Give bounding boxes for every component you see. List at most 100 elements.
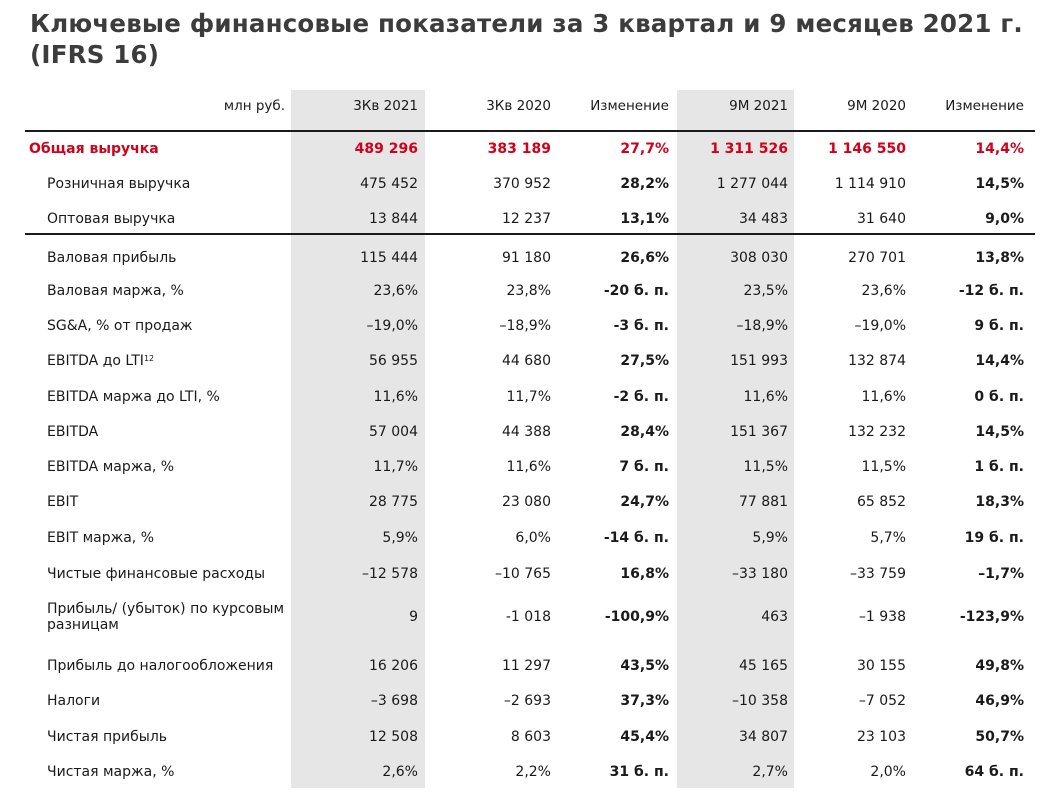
cell: 23 103 bbox=[857, 729, 906, 745]
cell: 27,7% bbox=[620, 141, 669, 157]
cell: 14,4% bbox=[975, 141, 1024, 157]
cell: 489 296 bbox=[354, 141, 418, 157]
cell: 11 297 bbox=[502, 658, 551, 674]
cell: 24,7% bbox=[620, 494, 669, 510]
cell: 1 277 044 bbox=[716, 176, 788, 192]
cell: 44 388 bbox=[502, 424, 551, 440]
cell: 151 367 bbox=[730, 424, 788, 440]
col-header-9m-2021: 9М 2021 bbox=[729, 98, 788, 114]
row-label: EBITDA маржа, % bbox=[47, 459, 175, 475]
cell: 2,7% bbox=[752, 764, 788, 780]
cell: 11,6% bbox=[373, 389, 418, 405]
cell: 9,0% bbox=[985, 211, 1024, 227]
page-title: Ключевые финансовые показатели за 3 квар… bbox=[30, 9, 1023, 69]
cell: –10 358 bbox=[732, 693, 788, 709]
q3-2021-column-highlight bbox=[291, 90, 425, 788]
cell: 1 311 526 bbox=[710, 141, 788, 157]
cell: 64 б. п. bbox=[964, 764, 1024, 780]
cell: –1 938 bbox=[858, 609, 906, 625]
cell: 56 955 bbox=[369, 353, 418, 369]
footnote-marker: 12 bbox=[143, 354, 155, 363]
cell: –10 765 bbox=[495, 566, 551, 582]
cell: -123,9% bbox=[959, 609, 1024, 625]
unit-label: млн руб. bbox=[223, 98, 285, 114]
header-divider bbox=[25, 130, 1035, 132]
cell: 26,6% bbox=[620, 250, 669, 266]
cell: 23,5% bbox=[743, 283, 788, 299]
cell: 270 701 bbox=[848, 250, 906, 266]
cell: –1,7% bbox=[978, 566, 1024, 582]
cell: 5,9% bbox=[382, 530, 418, 546]
cell: 23,8% bbox=[506, 283, 551, 299]
cell: –33 759 bbox=[850, 566, 906, 582]
col-header-9m-2020: 9М 2020 bbox=[847, 98, 906, 114]
cell: 1 114 910 bbox=[834, 176, 906, 192]
cell: 28 775 bbox=[369, 494, 418, 510]
cell: 11,6% bbox=[743, 389, 788, 405]
cell: 46,9% bbox=[975, 693, 1024, 709]
row-label: EBITDA маржа до LTI, % bbox=[47, 389, 220, 405]
cell: -100,9% bbox=[604, 609, 669, 625]
cell: –33 180 bbox=[732, 566, 788, 582]
cell: 65 852 bbox=[857, 494, 906, 510]
cell: -1 018 bbox=[505, 609, 551, 625]
col-header-q3-2021: 3Кв 2021 bbox=[353, 98, 418, 114]
cell: 28,4% bbox=[620, 424, 669, 440]
cell: 30 155 bbox=[857, 658, 906, 674]
row-label: Прибыль/ (убыток) по курсовым разницам bbox=[47, 601, 285, 633]
col-header-change-q: Изменение bbox=[590, 98, 669, 114]
cell: 1 б. п. bbox=[974, 459, 1024, 475]
cell: 2,0% bbox=[870, 764, 906, 780]
cell: -2 б. п. bbox=[613, 389, 669, 405]
cell: 14,5% bbox=[975, 176, 1024, 192]
row-label: EBITDA bbox=[47, 424, 99, 440]
cell: 7 б. п. bbox=[619, 459, 669, 475]
row-label: EBITDA до LTI12 bbox=[47, 353, 155, 369]
cell: 31 б. п. bbox=[609, 764, 669, 780]
9m-2021-column-highlight bbox=[677, 90, 794, 788]
cell: 49,8% bbox=[975, 658, 1024, 674]
cell: 37,3% bbox=[620, 693, 669, 709]
cell: 11,5% bbox=[861, 459, 906, 475]
cell: –19,0% bbox=[854, 318, 906, 334]
cell: -3 б. п. bbox=[613, 318, 669, 334]
row-label: EBIT bbox=[47, 494, 79, 510]
cell: –7 052 bbox=[858, 693, 906, 709]
col-header-q3-2020: 3Кв 2020 bbox=[486, 98, 551, 114]
cell: –19,0% bbox=[366, 318, 418, 334]
cell: 28,2% bbox=[620, 176, 669, 192]
cell: 13 844 bbox=[369, 211, 418, 227]
cell: –2 693 bbox=[503, 693, 551, 709]
cell: 45,4% bbox=[620, 729, 669, 745]
cell: 13,8% bbox=[975, 250, 1024, 266]
cell: 45 165 bbox=[739, 658, 788, 674]
row-label: Розничная выручка bbox=[47, 176, 191, 192]
cell: 18,3% bbox=[975, 494, 1024, 510]
cell: 11,7% bbox=[506, 389, 551, 405]
cell: 132 232 bbox=[848, 424, 906, 440]
row-label: Общая выручка bbox=[29, 141, 159, 157]
cell: 19 б. п. bbox=[964, 530, 1024, 546]
row-label: Чистая прибыль bbox=[47, 729, 168, 745]
row-label: Валовая маржа, % bbox=[47, 283, 184, 299]
cell: 115 444 bbox=[360, 250, 418, 266]
cell: 31 640 bbox=[857, 211, 906, 227]
cell: 308 030 bbox=[730, 250, 788, 266]
cell: 463 bbox=[761, 609, 788, 625]
cell: 14,4% bbox=[975, 353, 1024, 369]
cell: 14,5% bbox=[975, 424, 1024, 440]
cell: 23,6% bbox=[373, 283, 418, 299]
cell: –12 578 bbox=[362, 566, 418, 582]
cell: 8 603 bbox=[510, 729, 551, 745]
cell: 34 807 bbox=[739, 729, 788, 745]
row-label: Оптовая выручка bbox=[47, 211, 176, 227]
cell: 9 б. п. bbox=[974, 318, 1024, 334]
row-label: Валовая прибыль bbox=[47, 250, 177, 266]
cell: 6,0% bbox=[515, 530, 551, 546]
cell: -14 б. п. bbox=[603, 530, 669, 546]
cell: -12 б. п. bbox=[958, 283, 1024, 299]
cell: 44 680 bbox=[502, 353, 551, 369]
cell: 57 004 bbox=[369, 424, 418, 440]
cell: 11,7% bbox=[373, 459, 418, 475]
cell: 13,1% bbox=[620, 211, 669, 227]
